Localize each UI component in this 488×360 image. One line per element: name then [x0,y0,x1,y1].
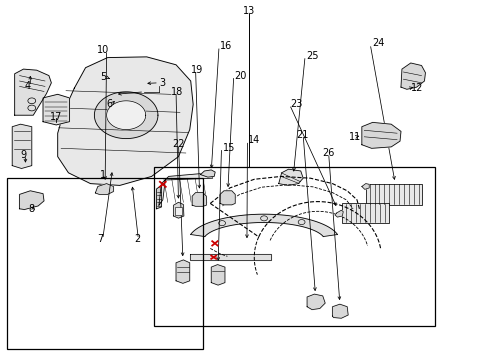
Text: 5: 5 [100,72,106,82]
Bar [175,207,182,215]
Polygon shape [173,202,183,218]
Text: 22: 22 [172,139,184,149]
Polygon shape [332,304,347,318]
Text: 9: 9 [20,150,27,160]
Polygon shape [211,265,224,285]
Text: 15: 15 [222,143,234,153]
Text: 7: 7 [97,234,103,244]
Polygon shape [159,173,212,205]
Polygon shape [106,101,145,130]
Polygon shape [190,214,337,237]
Polygon shape [15,69,51,115]
Text: 14: 14 [248,135,260,145]
Text: 24: 24 [372,38,384,48]
Text: 16: 16 [220,41,232,51]
Polygon shape [156,185,161,209]
Polygon shape [278,169,303,185]
Text: 18: 18 [170,87,183,97]
Polygon shape [200,170,215,177]
Polygon shape [361,122,400,148]
Text: 2: 2 [134,234,141,244]
Polygon shape [334,210,343,217]
Text: 23: 23 [290,99,302,109]
Bar [365,184,421,205]
Polygon shape [400,63,425,89]
Text: 20: 20 [234,71,246,81]
Text: 11: 11 [348,132,361,142]
Text: 13: 13 [243,6,255,16]
Text: 4: 4 [24,81,31,91]
Text: 8: 8 [28,204,35,214]
Polygon shape [220,191,235,205]
Text: 12: 12 [410,83,422,93]
Polygon shape [94,92,158,139]
Text: 19: 19 [191,65,203,75]
Text: 3: 3 [159,78,165,88]
Bar [154,167,434,326]
Polygon shape [192,193,206,206]
Text: 6: 6 [106,99,113,109]
Text: 25: 25 [305,51,318,61]
Polygon shape [361,184,368,189]
Polygon shape [95,184,113,194]
Text: 1: 1 [100,170,105,180]
Polygon shape [43,94,69,125]
Text: 21: 21 [296,130,308,140]
Bar [342,203,388,223]
Polygon shape [189,254,271,260]
Polygon shape [176,260,189,283]
Polygon shape [58,57,193,185]
Bar [7,178,203,349]
Text: 26: 26 [322,148,334,158]
Polygon shape [12,124,32,168]
Text: 10: 10 [97,45,109,55]
Polygon shape [306,294,325,310]
Polygon shape [20,191,44,210]
Text: 17: 17 [50,112,62,122]
